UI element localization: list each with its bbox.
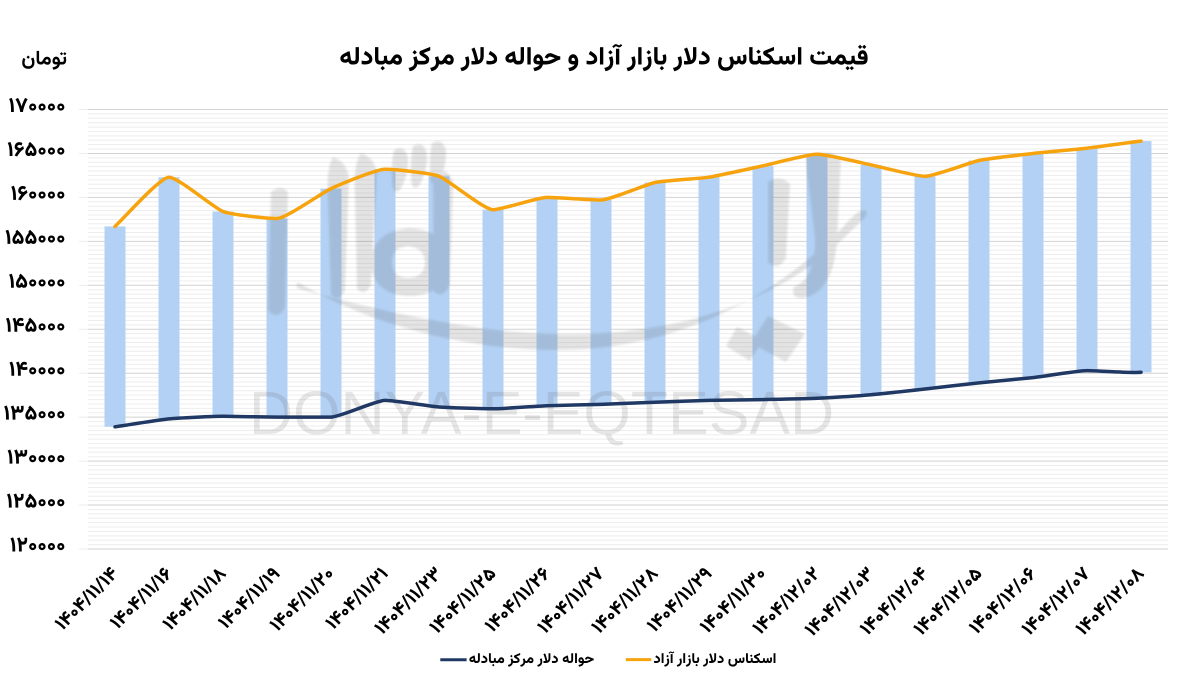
svg-text:DONYA-E-EQTESAD: DONYA-E-EQTESAD <box>249 379 834 447</box>
